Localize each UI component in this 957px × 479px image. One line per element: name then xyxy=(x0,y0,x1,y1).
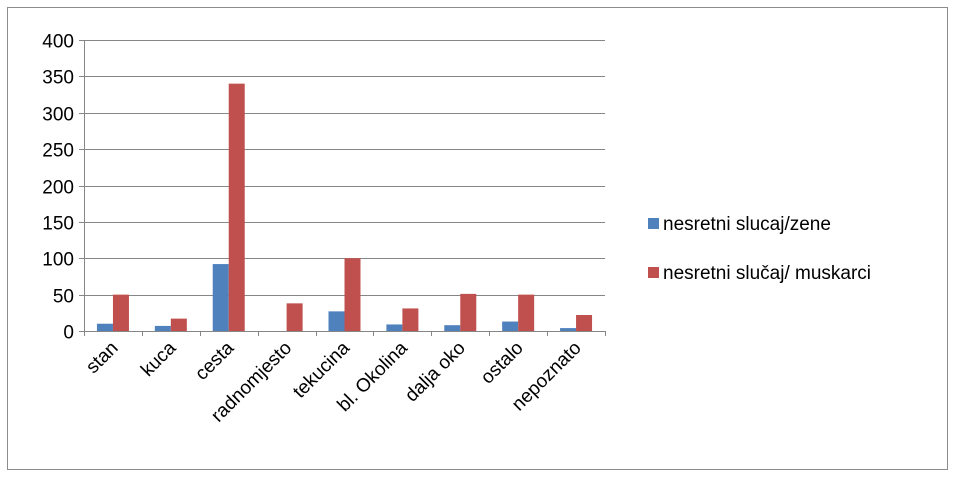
x-category-label: stan xyxy=(82,338,122,378)
bar-muskarci xyxy=(344,258,361,331)
x-category-label: kuca xyxy=(137,337,181,381)
y-tick-label: 400 xyxy=(42,32,74,53)
bar-zene xyxy=(328,311,345,331)
gridlines xyxy=(84,40,605,296)
x-category-label: cesta xyxy=(191,337,238,384)
bar-muskarci xyxy=(402,308,419,331)
bar-muskarci xyxy=(170,318,187,331)
x-category-label: ostalo xyxy=(477,338,528,389)
legend-swatch xyxy=(648,218,659,229)
y-tick-label: 0 xyxy=(63,323,74,344)
bar-zene xyxy=(386,324,403,331)
bar-zene xyxy=(444,325,461,331)
legend-swatch xyxy=(648,267,659,278)
y-tick-label: 200 xyxy=(42,178,74,199)
bar-muskarci xyxy=(286,303,303,331)
bars xyxy=(96,83,593,332)
bar-muskarci xyxy=(228,83,245,332)
bar-muskarci xyxy=(518,294,535,331)
y-tick-label: 300 xyxy=(42,105,74,126)
y-tick-label: 100 xyxy=(42,250,74,271)
bar-zene xyxy=(96,323,113,331)
bar-zene xyxy=(560,328,577,331)
x-category-label: dalja oko xyxy=(401,338,470,407)
legend: nesretni slucaj/zene nesretni slučaj/ mus… xyxy=(648,214,871,284)
y-tick-label: 350 xyxy=(42,68,74,89)
chart-frame xyxy=(7,7,948,470)
axes xyxy=(79,40,606,336)
bar-muskarci xyxy=(576,314,593,331)
bar-zene xyxy=(212,264,229,331)
bar-muskarci xyxy=(460,293,477,331)
bar-zene xyxy=(154,325,171,331)
y-tick-label: 150 xyxy=(42,214,74,235)
legend-label: nesretni slucaj/zene xyxy=(663,214,831,235)
bar-muskarci xyxy=(112,294,129,331)
y-tick-label: 250 xyxy=(42,141,74,162)
legend-label: nesretni slučaj/ muskarci xyxy=(663,263,871,284)
y-tick-label: 50 xyxy=(53,287,74,308)
y-axis-ticks: 0 50 100 150 200 250 300 350 400 xyxy=(42,32,74,344)
bar-zene xyxy=(502,321,519,331)
